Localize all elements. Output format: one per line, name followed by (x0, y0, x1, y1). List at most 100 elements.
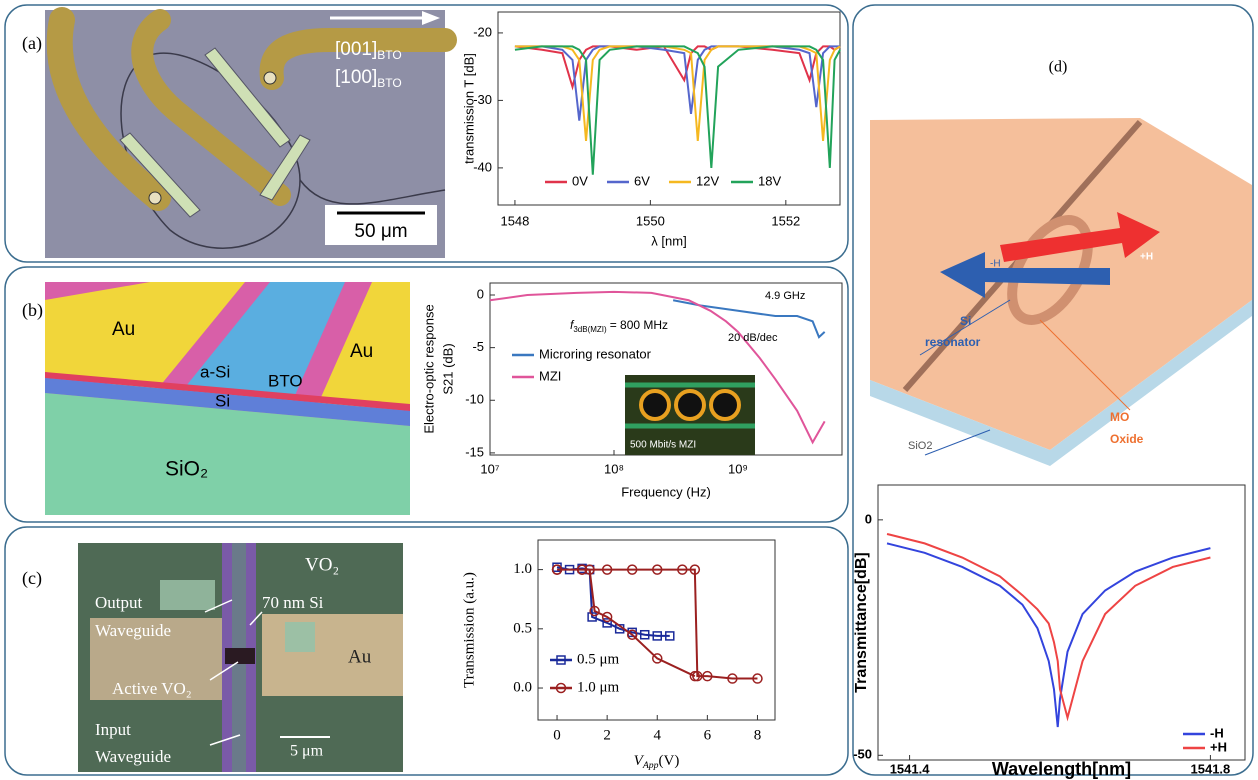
series-line (672, 299, 826, 339)
region-label: Au (348, 646, 372, 667)
chart: 0 2 4 6 8 0.0 0.5 1.0 0.5 μm 1.0 μm VApp(V) Transmi… (461, 539, 776, 771)
y-tick-label: -40 (473, 159, 492, 174)
legend-label: MZI (539, 368, 561, 383)
scale-label: 50 μm (354, 221, 407, 242)
panel-tag: (d) (1049, 59, 1068, 76)
micrograph-c (78, 543, 403, 772)
crystal-axis: [001]BTO (335, 39, 402, 62)
legend-label: 1.0 μm (577, 679, 620, 695)
annotation-main: f (570, 318, 575, 332)
region-label: VO₂ (305, 554, 339, 575)
plot-frame (877, 484, 1246, 761)
data-point (602, 618, 612, 628)
y-tick-label: 0 (477, 286, 484, 301)
x-tick-label: 4 (654, 727, 662, 743)
data-point (677, 564, 688, 575)
schematic-b (45, 282, 410, 515)
x-tick-label: 0 (553, 727, 561, 743)
series-line (514, 45, 841, 141)
data-point (752, 673, 763, 684)
annotation-tail: = 800 MHz (610, 318, 668, 332)
data-point (601, 611, 613, 623)
region-label: Waveguide (95, 747, 171, 766)
y-tick-label: 1.0 (513, 561, 532, 577)
eye-diagram-pattern (625, 382, 755, 429)
legend-marker (555, 682, 567, 694)
schematic-label: Si (960, 314, 971, 328)
series-line (514, 45, 841, 91)
data-point (652, 653, 663, 664)
y-tick-label: -30 (473, 92, 492, 107)
x-axis-title-tail: (V) (659, 753, 680, 769)
axis-main: [100] (335, 67, 377, 88)
layer-label: BTO (268, 371, 303, 390)
data-point (652, 631, 663, 641)
annotation-sub: 3dB(MZI) (573, 325, 607, 334)
data-point (689, 670, 701, 682)
annotation: f3dB(MZI) = 800 MHz (570, 318, 668, 334)
x-tick-label: 2 (603, 727, 611, 743)
x-axis-title: VApp(V) (634, 753, 680, 771)
panel-tag: (c) (22, 568, 42, 589)
x-tick-label: 1541.8 (1191, 761, 1231, 776)
x-tick-label: 1552 (771, 213, 800, 228)
layer-label: a-Si (200, 362, 230, 381)
panel-tag: (b) (22, 300, 43, 321)
y-axis-title: transmission T [dB] (461, 53, 476, 164)
layer-label: Au (112, 319, 135, 340)
x-tick-label: 10⁷ (480, 461, 499, 476)
layer-label: SiO₂ (165, 458, 208, 481)
data-point (587, 612, 597, 622)
schematic-label: Oxide (1110, 432, 1144, 446)
region-label: Active VO₂ (112, 679, 192, 698)
panel-b (4, 266, 849, 523)
legend-label: 12V (696, 173, 719, 188)
plot-frame (497, 11, 841, 206)
x-tick-label: 1550 (636, 213, 665, 228)
layer-label: Au (350, 341, 373, 362)
y-axis-title: Transmittance[dB] (853, 552, 870, 692)
legend-marker (556, 655, 566, 665)
micrograph-a (45, 7, 457, 258)
crystal-axis: [100]BTO (335, 67, 402, 90)
legend-label: 0V (572, 173, 588, 188)
x-tick-label: 6 (704, 727, 712, 743)
data-point (551, 564, 563, 575)
data-point (665, 631, 675, 641)
series-line (886, 532, 1211, 722)
axis-main: [001] (335, 39, 377, 60)
y-tick-label: 0 (865, 511, 872, 526)
schematic-label: +H (1140, 252, 1153, 263)
data-point (626, 629, 638, 640)
x-tick-label: 8 (754, 727, 762, 743)
data-point (727, 673, 738, 684)
legend-label: 18V (758, 173, 781, 188)
data-point (652, 564, 663, 575)
region-label: 70 nm Si (262, 593, 324, 612)
data-point (576, 564, 588, 575)
panel-d (852, 4, 1254, 776)
annotation: 4.9 GHz (765, 290, 805, 302)
data-point (584, 564, 595, 575)
data-point (702, 670, 713, 682)
y-tick-label: -15 (465, 444, 484, 459)
axis-sub: BTO (377, 76, 401, 90)
scale-label: 5 μm (290, 743, 324, 760)
panel-a (4, 4, 849, 263)
series-line (514, 45, 841, 175)
x-axis-title: Wavelength[nm] (992, 759, 1131, 779)
chart: 1541.4 1541.8 0 -50 -H+H Wavelength[nm] Transm… (853, 484, 1246, 779)
panel-c (4, 526, 849, 776)
region-label: Output (95, 593, 143, 612)
legend-label: Microring resonator (539, 346, 652, 361)
annotation: 500 Mbit/s MZI (630, 440, 696, 451)
data-point (626, 564, 638, 575)
layer-label: Si (215, 391, 230, 410)
data-point (601, 564, 613, 575)
series-line (489, 290, 826, 445)
x-axis-title: λ [nm] (651, 233, 686, 248)
y-tick-label: 0.0 (513, 679, 532, 695)
data-point (639, 629, 650, 640)
schematic-label: SiO2 (908, 440, 932, 452)
